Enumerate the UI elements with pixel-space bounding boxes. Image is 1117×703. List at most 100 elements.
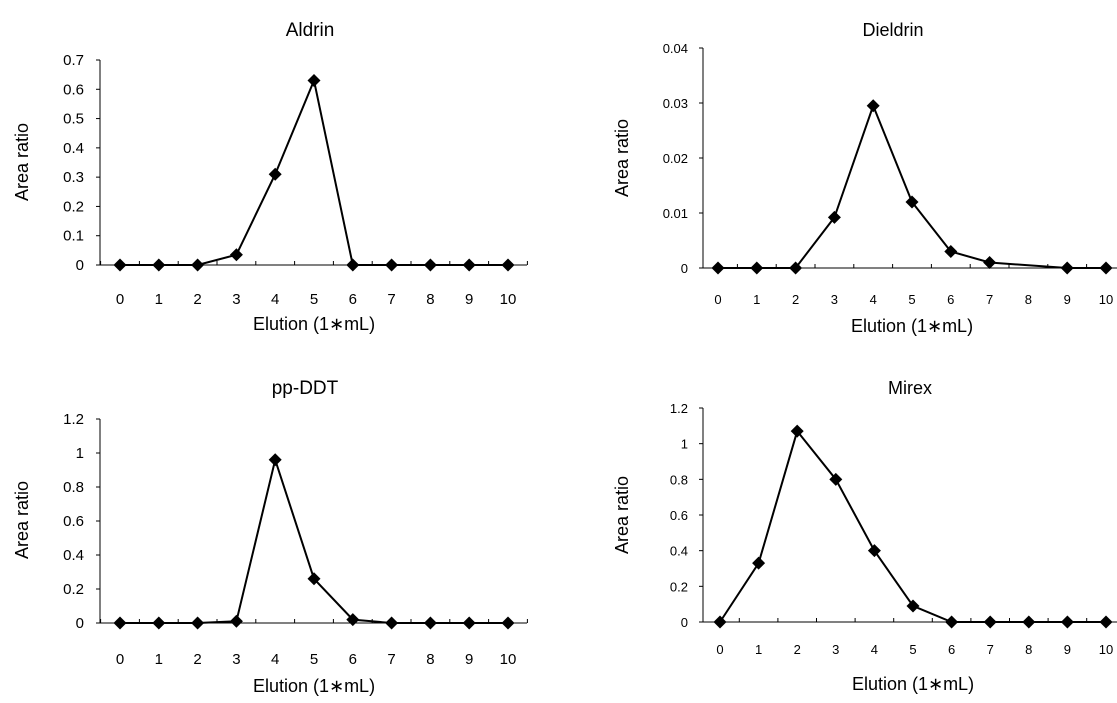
data-point-diamond (191, 258, 205, 272)
data-point-diamond (462, 258, 476, 272)
data-point-diamond (385, 258, 399, 272)
x-tick-label: 9 (1064, 292, 1071, 307)
data-point-diamond (1060, 615, 1074, 629)
x-tick-label: 6 (349, 291, 357, 308)
data-point-diamond (501, 258, 515, 272)
x-tick-label: 10 (1099, 642, 1113, 657)
chart-title: Mirex (888, 378, 932, 398)
data-point-diamond (423, 258, 437, 272)
y-tick-label: 0.8 (63, 479, 84, 496)
x-tick-label: 5 (908, 292, 915, 307)
y-tick-label: 0 (76, 615, 84, 632)
x-tick-label: 4 (271, 651, 279, 668)
x-tick-label: 1 (755, 642, 762, 657)
data-point-diamond (501, 616, 515, 630)
x-tick-label: 8 (1025, 642, 1032, 657)
x-tick-label: 4 (271, 291, 279, 308)
chart-mirex: Mirex Area ratio Elution (1∗mL) 0 0.2 0.4 0… (612, 378, 1117, 694)
x-tick-label: 10 (1099, 292, 1113, 307)
x-tick-label: 2 (792, 292, 799, 307)
chart-pp-ddt: pp-DDT Area ratio Elution (1∗mL) 0 0.2 0.4… (12, 378, 528, 696)
data-point-diamond (1022, 615, 1036, 629)
y-tick-label: 1 (76, 445, 84, 462)
x-tick-label: 8 (426, 291, 434, 308)
data-point-diamond (827, 210, 841, 224)
data-point-diamond (346, 613, 360, 627)
x-tick-label: 8 (1025, 292, 1032, 307)
y-tick-label: 0.03 (663, 96, 688, 111)
data-point-diamond (1060, 261, 1074, 275)
data-point-diamond (866, 99, 880, 113)
chart-aldrin: Aldrin Area ratio Elution (1∗mL) 0 0.1 0.2… (12, 20, 528, 334)
x-axis-label: Elution (1∗mL) (253, 676, 375, 696)
x-tick-label: 2 (193, 291, 201, 308)
data-point-diamond (229, 614, 243, 628)
x-tick-label: 9 (465, 291, 473, 308)
data-point-diamond (307, 74, 321, 87)
y-tick-label: 0.7 (63, 52, 84, 69)
series-line (120, 456, 508, 624)
data-point-diamond (229, 248, 243, 262)
data-point-diamond (423, 616, 437, 630)
data-point-diamond (1099, 261, 1113, 275)
data-point-diamond (906, 599, 920, 613)
data-point-diamond (152, 616, 166, 630)
x-tick-label: 2 (794, 642, 801, 657)
x-tick-label: 0 (716, 642, 723, 657)
data-point-diamond (152, 258, 166, 272)
x-tick-label: 3 (831, 292, 838, 307)
data-point-diamond (945, 615, 959, 629)
chart-title: Dieldrin (862, 20, 923, 40)
data-point-diamond (983, 256, 997, 269)
data-point-diamond (385, 616, 399, 630)
y-tick-label: 0.1 (63, 228, 84, 245)
y-tick-label: 0.4 (63, 140, 84, 157)
x-tick-label: 9 (465, 651, 473, 668)
y-tick-label: 0.4 (63, 547, 84, 564)
data-point-diamond (983, 615, 997, 629)
data-point-diamond (113, 616, 127, 630)
y-tick-label: 1.2 (670, 401, 688, 416)
x-tick-label: 6 (948, 642, 955, 657)
y-tick-label: 0 (681, 261, 688, 276)
y-tick-label: 0.3 (63, 169, 84, 186)
y-axis-label: Area ratio (612, 476, 632, 554)
x-tick-label: 1 (155, 651, 163, 668)
x-tick-label: 3 (832, 642, 839, 657)
chart-title: pp-DDT (272, 378, 339, 399)
y-tick-label: 0.2 (63, 581, 84, 598)
data-point-diamond (944, 245, 958, 258)
x-tick-label: 5 (310, 651, 318, 668)
x-tick-label: 8 (426, 651, 434, 668)
y-axis-label: Area ratio (12, 481, 32, 559)
data-point-diamond (346, 258, 360, 272)
data-point-diamond (752, 556, 766, 570)
chart-dieldrin: Dieldrin Area ratio Elution (1∗mL) 0 0.01… (612, 20, 1117, 336)
x-axis-label: Elution (1∗mL) (253, 314, 375, 334)
x-tick-label: 3 (232, 651, 240, 668)
y-tick-label: 0.01 (663, 206, 688, 221)
y-tick-label: 0 (681, 615, 688, 630)
series-line (718, 102, 1106, 269)
y-tick-label: 1.2 (63, 411, 84, 428)
x-tick-label: 6 (349, 651, 357, 668)
x-tick-label: 9 (1064, 642, 1071, 657)
x-tick-label: 7 (987, 642, 994, 657)
data-point-diamond (268, 167, 282, 181)
x-tick-label: 1 (155, 291, 163, 308)
data-point-diamond (1099, 615, 1113, 629)
x-tick-label: 10 (500, 291, 517, 308)
data-point-diamond (829, 472, 843, 486)
y-tick-label: 0.2 (670, 579, 688, 594)
x-axis-label: Elution (1∗mL) (851, 316, 973, 336)
data-point-diamond (268, 453, 282, 467)
data-point-diamond (307, 572, 321, 586)
x-tick-label: 4 (870, 292, 877, 307)
data-point-diamond (789, 261, 803, 275)
x-tick-label: 7 (986, 292, 993, 307)
y-tick-label: 0.6 (670, 508, 688, 523)
x-tick-label: 4 (871, 642, 878, 657)
data-point-diamond (113, 258, 127, 272)
x-tick-label: 7 (387, 291, 395, 308)
